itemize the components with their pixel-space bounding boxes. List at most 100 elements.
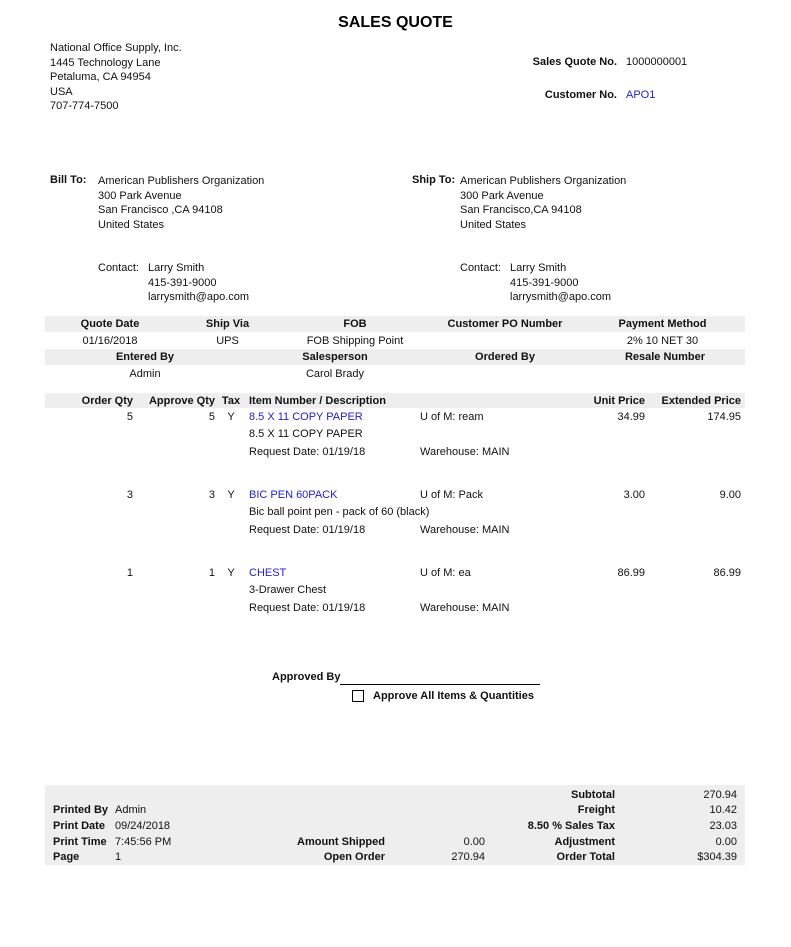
page-title: SALES QUOTE <box>338 14 453 31</box>
value-ship-via: UPS <box>216 334 239 347</box>
print-date-label: Print Date <box>53 819 105 832</box>
bill-to-line: San Francisco ,CA 94108 <box>98 204 223 217</box>
quote-meta: Sales Quote No. 1000000001 Customer No. … <box>400 56 740 101</box>
item-warehouse: Warehouse: MAIN <box>420 523 510 536</box>
approve-all-checkbox[interactable] <box>352 690 364 702</box>
item-tax: Y <box>227 410 235 423</box>
value-entered-by: Admin <box>129 367 161 380</box>
contact-label: Contact: <box>98 262 139 274</box>
item-number-link[interactable]: 8.5 X 11 COPY PAPER <box>249 410 363 423</box>
item-extended-price: 86.99 <box>713 566 741 579</box>
order-total-value: $304.39 <box>697 851 737 864</box>
item-extended-price: 174.95 <box>707 410 741 423</box>
ship-to-line: United States <box>460 218 527 231</box>
company-name: National Office Supply, Inc. <box>50 42 182 54</box>
subtotal-value: 270.94 <box>703 788 737 801</box>
item-description: 8.5 X 11 COPY PAPER <box>249 428 363 441</box>
ship-to-label: Ship To: <box>412 174 456 186</box>
header-tax: Tax <box>221 394 241 407</box>
item-request-date: Request Date: 01/19/18 <box>249 445 366 458</box>
info-value-row-1: 01/16/2018 UPS FOB Shipping Point 2% 10 … <box>45 332 745 349</box>
order-total-label: Order Total <box>556 851 615 864</box>
bill-to-contact: Contact: Larry Smith 415-391-9000 larrys… <box>98 261 249 305</box>
header-resale-number: Resale Number <box>624 351 706 363</box>
item-description: Bic ball point pen - pack of 60 (black) <box>249 506 430 519</box>
value-quote-date: 01/16/2018 <box>82 334 138 347</box>
item-warehouse: Warehouse: MAIN <box>420 445 510 458</box>
item-unit-price: 86.99 <box>617 566 645 579</box>
item-number-link[interactable]: BIC PEN 60PACK <box>249 488 338 501</box>
item-description: 3-Drawer Chest <box>249 584 327 597</box>
items-table-header: Order Qty Approve Qty Tax Item Number / … <box>45 393 745 408</box>
amount-shipped-label: Amount Shipped <box>297 835 385 848</box>
item-uom: U of M: ream <box>420 410 484 423</box>
item-uom: U of M: Pack <box>420 488 483 501</box>
header-approve-qty: Approve Qty <box>148 394 215 407</box>
company-address-line: 1445 Technology Lane <box>50 56 161 69</box>
customer-no-link[interactable]: APO1 <box>626 89 656 101</box>
contact-phone: 415-391-9000 <box>148 276 217 289</box>
page-value: 1 <box>115 851 122 864</box>
item-unit-price: 3.00 <box>623 488 645 501</box>
header-order-qty: Order Qty <box>81 394 133 407</box>
open-order-value: 270.94 <box>451 851 485 864</box>
printed-by-value: Admin <box>115 804 147 817</box>
print-date-value: 09/24/2018 <box>115 819 171 832</box>
contact-phone: 415-391-9000 <box>510 276 579 289</box>
bill-to-line: United States <box>98 218 165 231</box>
printed-by-label: Printed By <box>53 804 109 817</box>
company-address-line: USA <box>50 85 73 98</box>
info-header-row-2: Entered By Salesperson Ordered By Resale… <box>45 349 745 365</box>
header-unit-price: Unit Price <box>593 394 645 407</box>
freight-value: 10.42 <box>709 804 737 817</box>
bill-to-label: Bill To: <box>50 174 87 186</box>
header-fob: FOB <box>343 318 367 330</box>
header-salesperson: Salesperson <box>302 351 368 363</box>
header-payment-method: Payment Method <box>618 318 707 330</box>
header-item-description: Item Number / Description <box>249 394 386 407</box>
sales-tax-value: 23.03 <box>709 819 737 832</box>
header-ordered-by: Ordered By <box>475 351 535 363</box>
adjustment-label: Adjustment <box>554 835 616 848</box>
info-value-row-2: Admin Carol Brady <box>45 365 745 382</box>
amount-shipped-value: 0.00 <box>463 835 485 848</box>
print-time-value: 7:45:56 PM <box>115 835 172 848</box>
print-time-label: Print Time <box>53 835 107 848</box>
ship-to-line: San Francisco,CA 94108 <box>460 204 582 217</box>
adjustment-value: 0.00 <box>715 835 737 848</box>
item-order-qty: 1 <box>126 566 133 579</box>
item-uom: U of M: ea <box>420 566 471 579</box>
approved-by-label: Approved By <box>272 671 341 683</box>
item-approve-qty: 5 <box>208 410 215 423</box>
page-label: Page <box>53 851 80 864</box>
open-order-label: Open Order <box>323 851 385 864</box>
freight-label: Freight <box>577 804 615 817</box>
contact-name: Larry Smith <box>510 262 567 274</box>
item-request-date: Request Date: 01/19/18 <box>249 523 366 536</box>
ship-to-line: American Publishers Organization <box>460 175 627 187</box>
contact-name: Larry Smith <box>148 262 205 274</box>
header-extended-price: Extended Price <box>661 394 741 407</box>
contact-email: larrysmith@apo.com <box>510 291 612 304</box>
item-request-date: Request Date: 01/19/18 <box>249 601 366 614</box>
item-unit-price: 34.99 <box>617 410 645 423</box>
quote-info-table: Quote Date Ship Via FOB Customer PO Numb… <box>45 316 745 382</box>
header-ship-via: Ship Via <box>205 318 250 330</box>
company-address-line: Petaluma, CA 94954 <box>50 71 151 83</box>
contact-label: Contact: <box>460 262 501 274</box>
company-phone: 707-774-7500 <box>50 100 119 112</box>
info-header-row-1: Quote Date Ship Via FOB Customer PO Numb… <box>45 316 745 332</box>
item-approve-qty: 3 <box>208 488 215 501</box>
footer-summary-box: Subtotal 270.94 Printed By Admin Freight… <box>45 785 745 865</box>
value-salesperson: Carol Brady <box>305 367 365 380</box>
item-row: 5 5 Y 8.5 X 11 COPY PAPER U of M: ream 3… <box>45 408 745 461</box>
subtotal-label: Subtotal <box>571 788 615 801</box>
header-customer-po: Customer PO Number <box>447 318 563 330</box>
ship-to-contact: Contact: Larry Smith 415-391-9000 larrys… <box>460 261 611 305</box>
bill-to-address: American Publishers Organization 300 Par… <box>98 174 264 232</box>
header-entered-by: Entered By <box>115 351 175 363</box>
bill-to-line: 300 Park Avenue <box>98 189 182 202</box>
customer-no-label: Customer No. <box>544 89 617 101</box>
item-number-link[interactable]: CHEST <box>249 566 287 579</box>
